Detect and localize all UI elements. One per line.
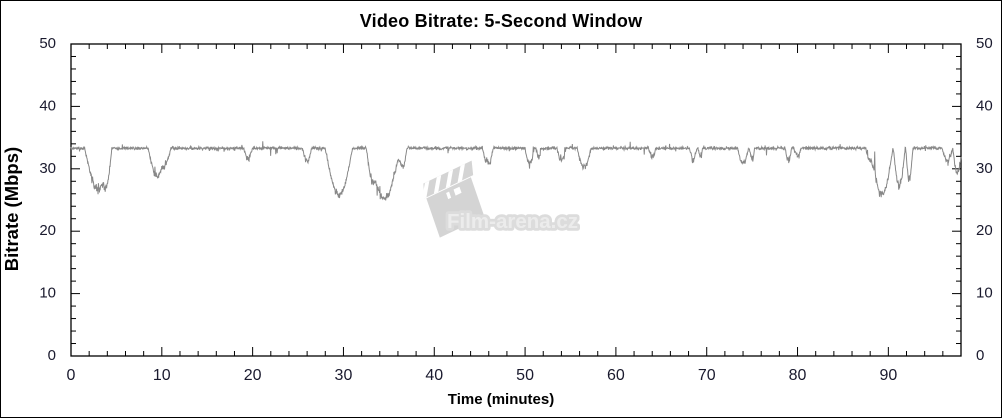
svg-text:30: 30: [335, 367, 353, 384]
svg-text:0: 0: [48, 347, 56, 364]
svg-text:30: 30: [39, 160, 56, 177]
svg-text:20: 20: [976, 222, 993, 239]
svg-text:10: 10: [976, 285, 993, 302]
svg-text:80: 80: [789, 367, 807, 384]
svg-text:90: 90: [879, 367, 897, 384]
svg-text:50: 50: [516, 367, 534, 384]
svg-text:30: 30: [976, 160, 993, 177]
svg-text:10: 10: [39, 285, 56, 302]
svg-text:70: 70: [698, 367, 716, 384]
svg-text:10: 10: [153, 367, 171, 384]
svg-text:20: 20: [39, 222, 56, 239]
svg-text:50: 50: [976, 35, 993, 52]
svg-text:50: 50: [39, 35, 56, 52]
svg-text:0: 0: [976, 347, 984, 364]
svg-text:40: 40: [976, 97, 993, 114]
svg-text:40: 40: [425, 367, 443, 384]
svg-text:20: 20: [244, 367, 262, 384]
svg-text:40: 40: [39, 97, 56, 114]
svg-text:0: 0: [67, 367, 76, 384]
svg-text:60: 60: [607, 367, 625, 384]
